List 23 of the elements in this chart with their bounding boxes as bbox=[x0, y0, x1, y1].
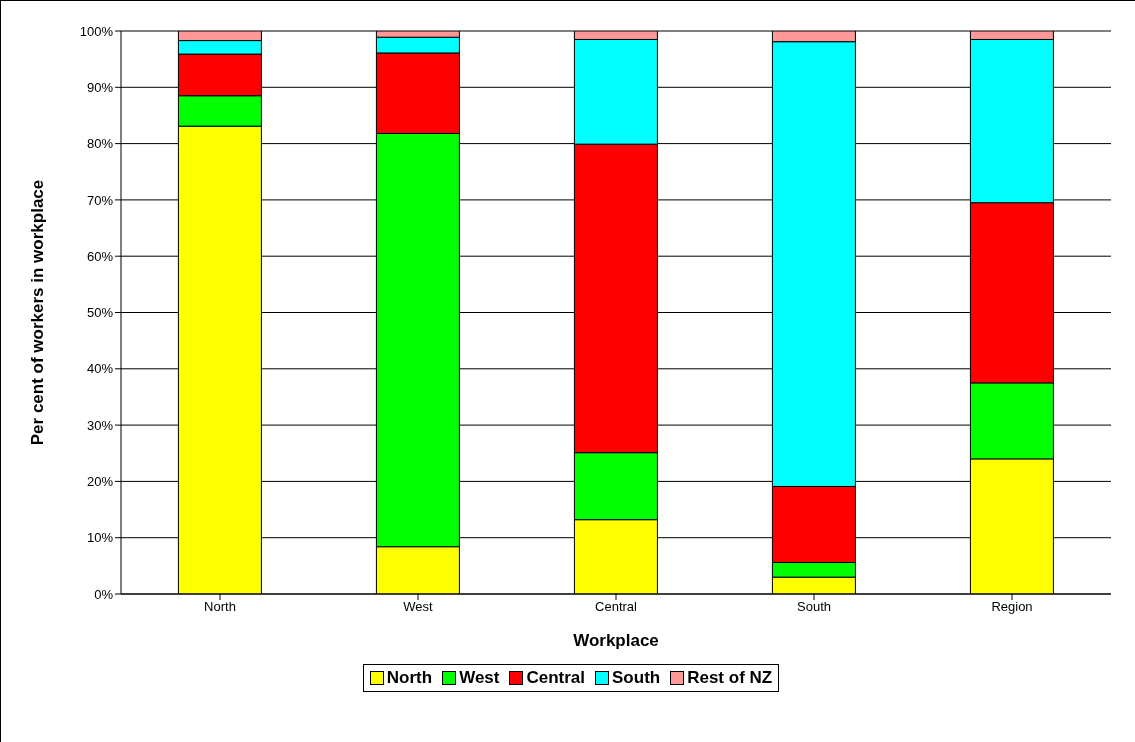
y-tick-label: 90% bbox=[86, 79, 114, 95]
y-tick-label: 50% bbox=[86, 305, 114, 321]
y-tick-label: 60% bbox=[86, 248, 114, 264]
x-axis-title: Workplace bbox=[573, 631, 659, 650]
legend-label: Rest of NZ bbox=[687, 668, 773, 688]
x-tick-label: North bbox=[204, 599, 236, 615]
y-axis-title: Per cent of workers in workplace bbox=[28, 179, 48, 446]
legend-label: North bbox=[386, 668, 433, 688]
y-tick-label: 10% bbox=[86, 530, 114, 546]
x-tick-label: Central bbox=[595, 599, 638, 615]
y-tick-label: 100% bbox=[79, 23, 114, 39]
y-tick-label: 40% bbox=[86, 361, 114, 377]
legend-label: South bbox=[612, 668, 661, 688]
x-tick-label: Region bbox=[991, 599, 1033, 615]
legend-label: Central bbox=[526, 668, 586, 688]
x-tick-label: South bbox=[797, 599, 831, 615]
y-tick-label: 70% bbox=[86, 192, 114, 208]
x-tick-label: West bbox=[403, 599, 434, 615]
y-tick-label: 30% bbox=[86, 417, 114, 433]
y-tick-label: 0% bbox=[94, 586, 114, 602]
y-tick-label: 20% bbox=[86, 474, 114, 490]
y-tick-label: 80% bbox=[86, 136, 114, 152]
legend-label: West bbox=[459, 668, 500, 688]
